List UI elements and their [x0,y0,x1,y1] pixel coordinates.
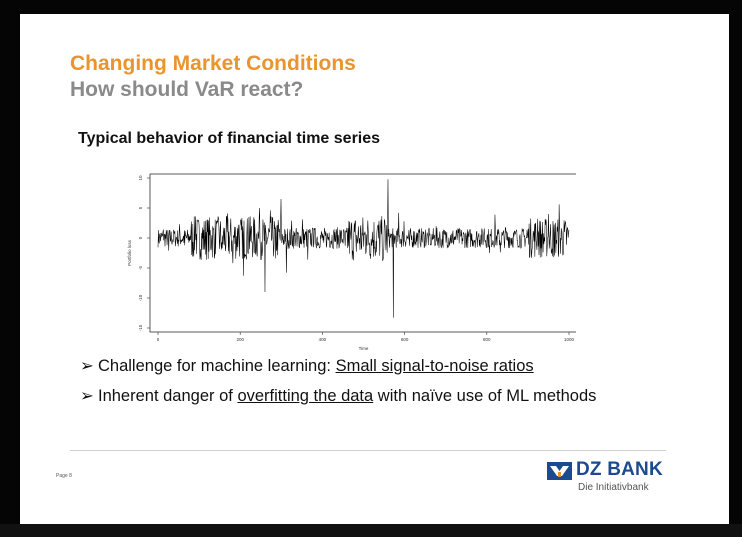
x-tick-label: 800 [483,337,491,342]
x-tick-label: 200 [236,337,244,342]
underlined-phrase: overfitting the data [237,387,374,405]
page-number: Page 8 [56,473,72,479]
footer-divider [70,450,666,451]
bullet-arrow-icon: ➢ [80,357,94,375]
dz-bank-mark-icon [547,462,572,480]
dz-bank-logo: DZ BANK Die Initiativbank [547,459,677,500]
y-tick-label: 0 [138,236,143,239]
slide-title: Changing Market Conditions [70,52,356,75]
bullet-arrow-icon: ➢ [80,387,94,405]
y-tick-label: 5 [138,206,143,209]
bullet-text: Challenge for machine learning: [98,357,336,375]
slide: Changing Market Conditions How should Va… [20,14,729,524]
slide-subtitle: How should VaR react? [70,78,304,101]
section-heading: Typical behavior of financial time serie… [78,130,381,147]
bullet-text: Inherent danger of [98,387,238,405]
bullet-text-suffix: with naïve use of ML methods [373,387,597,405]
y-tick-label: -10 [138,294,143,301]
x-tick-label: 400 [319,337,327,342]
brand-tagline: Die Initiativbank [578,482,649,493]
screen-bottom-bar [0,524,742,537]
time-series-chart: 0 200 400 600 800 1000 10 5 0 -5 -10 -15 Time Portfol… [127,173,576,351]
y-tick-label: -5 [138,266,143,270]
brand-name: DZ BANK [576,459,663,480]
x-tick-label: 1000 [564,337,575,342]
series-line [157,179,570,318]
y-tick-label: -15 [138,324,143,331]
y-tick-label: 10 [138,175,143,181]
plot-frame [149,173,576,333]
underlined-phrase: Small signal-to-noise ratios [335,357,534,375]
bullet-signal-to-noise: ➢ Challenge for machine learning: Small s… [80,356,534,376]
x-axis-label: Time [359,346,369,351]
x-tick-label: 600 [401,337,409,342]
x-tick-label: 0 [157,337,160,342]
bullet-overfitting: ➢ Inherent danger of overfitting the data… [80,386,596,406]
y-axis-label: Portfolio loss [127,239,132,266]
